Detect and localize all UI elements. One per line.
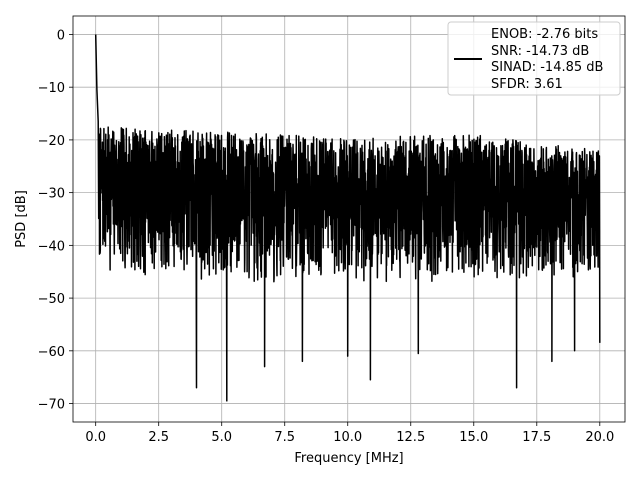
x-tick-label: 2.5 [148,430,169,445]
plot-frame [72,15,626,423]
legend-enob: ENOB: -2.76 bits [491,27,598,42]
y-tick-label: −20 [38,134,65,149]
x-tick-label: 17.5 [522,430,551,445]
x-tick-label: 10.0 [333,430,362,445]
y-axis-label: PSD [dB] [14,190,29,248]
legend-sinad: SINAD: -14.85 dB [491,60,603,75]
y-tick-label: −60 [38,345,65,360]
legend-box [447,21,621,96]
x-tick-label: 20.0 [585,430,614,445]
y-tick-label: −30 [38,187,65,202]
y-ticks: 0 −10 −20 −30 −40 −50 −60 −70 [38,28,73,413]
y-tick-label: 0 [57,28,65,43]
x-tick-label: 7.5 [274,430,295,445]
x-axis-label: Frequency [MHz] [294,451,403,466]
x-tick-label: 0.0 [85,430,106,445]
x-tick-label: 12.5 [396,430,425,445]
legend-snr: SNR: -14.73 dB [491,44,589,59]
y-tick-label: −40 [38,239,65,254]
legend-sfdr: SFDR: 3.61 [491,77,563,92]
x-tick-label: 5.0 [211,430,232,445]
y-tick-label: −10 [38,81,65,96]
x-ticks: 0.0 2.5 5.0 7.5 10.0 12.5 15.0 17.5 20.0 [85,422,614,445]
y-tick-label: −70 [38,398,65,413]
psd-series-line [94,34,601,402]
legend: ENOB: -2.76 bits SNR: -14.73 dB SINAD: -… [447,21,621,96]
y-tick-label: −50 [38,292,65,307]
axes [72,15,626,423]
plot-area [94,34,601,402]
x-tick-label: 15.0 [459,430,488,445]
